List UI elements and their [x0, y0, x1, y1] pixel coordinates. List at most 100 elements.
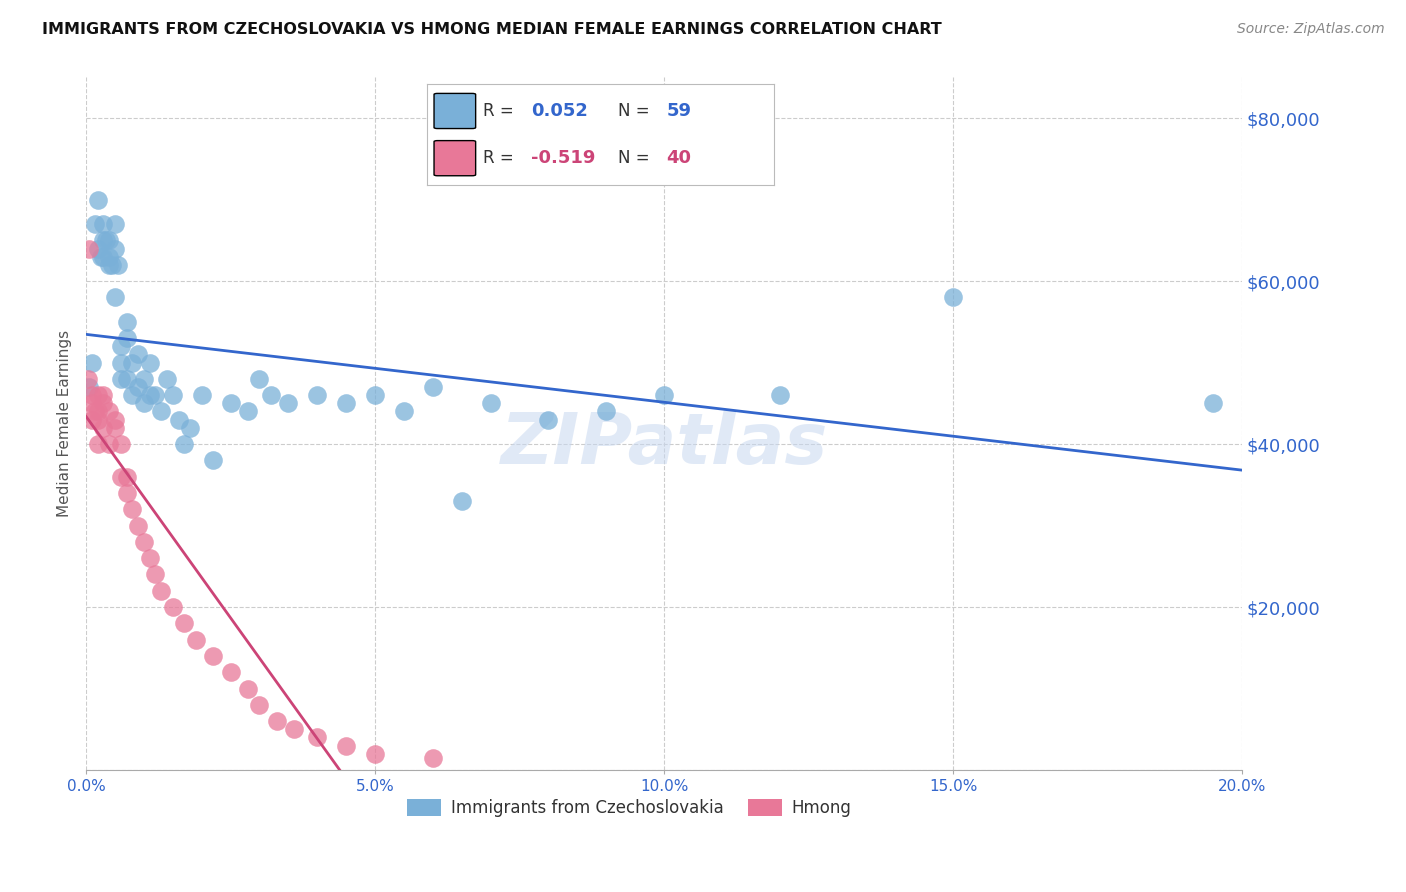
Point	[364, 747, 387, 761]
Point	[307, 388, 329, 402]
Point	[162, 388, 184, 402]
Point	[89, 250, 111, 264]
Point	[150, 404, 173, 418]
Point	[96, 234, 118, 248]
Point	[86, 437, 108, 451]
Point	[150, 583, 173, 598]
Point	[115, 331, 138, 345]
Point	[93, 234, 115, 248]
Point	[184, 632, 207, 647]
Point	[138, 388, 160, 402]
Point	[266, 714, 288, 728]
Point	[107, 258, 129, 272]
Point	[335, 396, 357, 410]
Point	[77, 380, 100, 394]
Point	[80, 356, 103, 370]
Point	[80, 412, 103, 426]
Y-axis label: Median Female Earnings: Median Female Earnings	[58, 330, 72, 517]
Point	[98, 437, 121, 451]
Point	[127, 347, 149, 361]
Point	[479, 396, 502, 410]
Point	[93, 217, 115, 231]
Point	[450, 494, 472, 508]
Point	[190, 388, 212, 402]
Point	[1202, 396, 1225, 410]
Point	[769, 388, 792, 402]
Point	[110, 437, 132, 451]
Text: IMMIGRANTS FROM CZECHOSLOVAKIA VS HMONG MEDIAN FEMALE EARNINGS CORRELATION CHART: IMMIGRANTS FROM CZECHOSLOVAKIA VS HMONG …	[42, 22, 942, 37]
Point	[138, 356, 160, 370]
Point	[115, 315, 138, 329]
Point	[595, 404, 617, 418]
Point	[127, 518, 149, 533]
Point	[364, 388, 387, 402]
Point	[219, 396, 242, 410]
Point	[93, 421, 115, 435]
Point	[127, 380, 149, 394]
Point	[145, 388, 167, 402]
Legend: Immigrants from Czechoslovakia, Hmong: Immigrants from Czechoslovakia, Hmong	[401, 792, 858, 824]
Point	[156, 372, 179, 386]
Point	[283, 723, 305, 737]
Point	[277, 396, 299, 410]
Point	[173, 616, 195, 631]
Point	[110, 356, 132, 370]
Point	[93, 250, 115, 264]
Point	[86, 404, 108, 418]
Point	[86, 193, 108, 207]
Point	[145, 567, 167, 582]
Point	[132, 396, 155, 410]
Text: ZIPatlas: ZIPatlas	[501, 410, 828, 479]
Point	[98, 250, 121, 264]
Point	[76, 372, 98, 386]
Point	[260, 388, 283, 402]
Point	[93, 388, 115, 402]
Point	[110, 372, 132, 386]
Point	[83, 217, 105, 231]
Point	[98, 404, 121, 418]
Point	[121, 356, 143, 370]
Point	[202, 648, 225, 663]
Point	[422, 380, 444, 394]
Point	[80, 388, 103, 402]
Point	[202, 453, 225, 467]
Text: Source: ZipAtlas.com: Source: ZipAtlas.com	[1237, 22, 1385, 37]
Point	[219, 665, 242, 680]
Point	[249, 372, 271, 386]
Point	[537, 412, 560, 426]
Point	[98, 258, 121, 272]
Point	[80, 396, 103, 410]
Point	[121, 388, 143, 402]
Point	[104, 217, 127, 231]
Point	[101, 258, 124, 272]
Point	[162, 600, 184, 615]
Point	[121, 502, 143, 516]
Point	[173, 437, 195, 451]
Point	[115, 372, 138, 386]
Point	[179, 421, 201, 435]
Point	[110, 469, 132, 483]
Point	[77, 242, 100, 256]
Point	[942, 290, 965, 304]
Point	[236, 404, 259, 418]
Point	[335, 739, 357, 753]
Point	[167, 412, 190, 426]
Point	[104, 412, 127, 426]
Point	[104, 290, 127, 304]
Point	[86, 388, 108, 402]
Point	[422, 751, 444, 765]
Point	[104, 242, 127, 256]
Point	[392, 404, 415, 418]
Point	[115, 469, 138, 483]
Point	[115, 486, 138, 500]
Point	[652, 388, 675, 402]
Point	[249, 698, 271, 712]
Point	[307, 731, 329, 745]
Point	[110, 339, 132, 353]
Point	[93, 396, 115, 410]
Point	[86, 242, 108, 256]
Point	[132, 372, 155, 386]
Point	[83, 404, 105, 418]
Point	[86, 412, 108, 426]
Point	[104, 421, 127, 435]
